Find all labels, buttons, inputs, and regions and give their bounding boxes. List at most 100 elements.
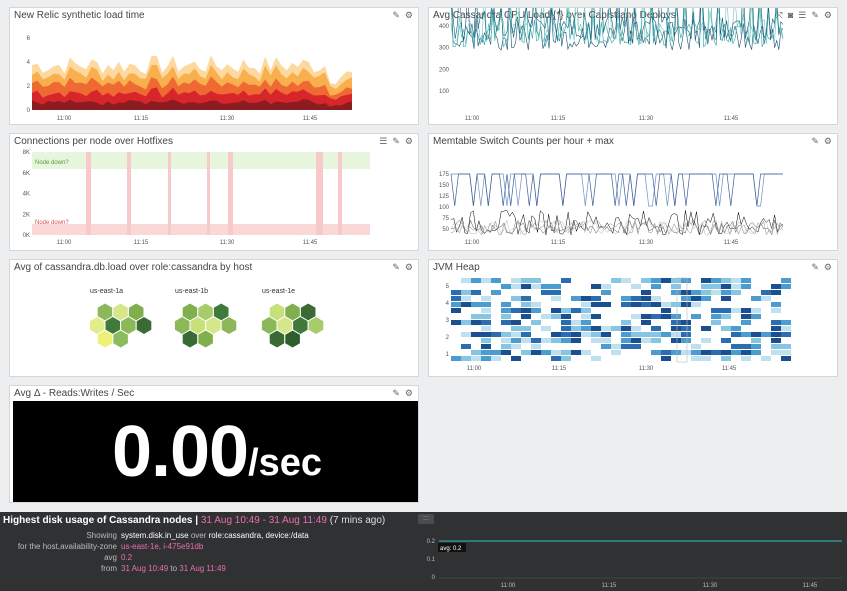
count-series-line [450,210,784,236]
y-tick-label: 400 [439,24,450,30]
heatmap-cell [681,350,691,355]
camera-icon[interactable]: ◙ [787,10,794,20]
heatmap-cell [691,290,701,295]
gear-icon[interactable]: ⚙ [404,262,413,272]
list-icon[interactable]: ☰ [798,10,807,20]
x-tick-label: 11:00 [57,240,72,246]
heatmap-cell [581,308,591,313]
gear-icon[interactable]: ⚙ [823,136,832,146]
y-tick-label: 50 [442,227,449,233]
heatmap-cell [481,332,491,337]
expand-icon[interactable]: ⤧ [775,10,783,20]
widget-title: Memtable Switch Counts per hour + max [433,136,614,147]
gear-icon[interactable]: ⚙ [404,136,413,146]
heatmap-cell [451,356,461,361]
heatmap-cell [741,350,751,355]
heatmap-cell [701,296,711,301]
heatmap-cell [721,350,731,355]
x-tick-label: 11:30 [639,366,654,372]
host-hex [96,329,114,349]
heatmap-cell [541,350,551,355]
gear-icon[interactable]: ⚙ [404,10,413,20]
heatmap-cell [541,338,551,343]
detail-title: Highest disk usage of Cassandra nodes | … [3,515,385,526]
heatmap-cell [651,332,661,337]
heatmap-cell [681,320,691,325]
heatmap-cell [471,278,481,283]
edit-icon[interactable]: ✎ [811,262,819,272]
heatmap-cell [771,320,781,325]
heatmap-cell [721,278,731,283]
x-tick-label: 11:00 [501,583,516,589]
heatmap-cell [551,356,561,361]
heatmap-cell [521,278,531,283]
heatmap-cell [481,320,491,325]
memtable-chart: 175 150 125 100 75 50 11:00 11:15 11:30 11:45 [439,172,784,246]
heatmap-cell [751,314,761,319]
heatmap-cell [551,350,561,355]
heatmap-cell [641,290,651,295]
node-down-label-top: Node down? [35,160,69,166]
list-icon[interactable]: ☰ [379,136,388,146]
x-tick-label: 11:30 [639,116,654,122]
edit-icon[interactable]: ✎ [392,136,400,146]
widget-title: Avg Δ - Reads:Writes / Sec [14,388,135,399]
heatmap-cell [501,332,511,337]
detail-title-text: Highest disk usage of Cassandra nodes | [3,515,199,526]
hostmap-hexes[interactable] [10,260,419,377]
edit-icon[interactable]: ✎ [392,262,400,272]
heatmap-cell [671,302,681,307]
edit-icon[interactable]: ✎ [392,10,400,20]
heatmap-cell [671,332,681,337]
y-tick-label: 6 [27,36,31,42]
query-unit: /sec [248,442,323,484]
gear-icon[interactable]: ⚙ [823,262,832,272]
heatmap-cell [631,296,641,301]
heatmap-cell [741,308,751,313]
showing-metric: system.disk.in_use [121,531,189,540]
heatmap-cell [471,332,481,337]
heatmap-cell [731,350,741,355]
x-tick-label: 11:30 [639,240,654,246]
widget-title: New Relic synthetic load time [14,10,145,21]
heatmap-cell [591,338,601,343]
heatmap-cell [491,356,501,361]
edit-icon[interactable]: ✎ [392,388,400,398]
x-tick-label: 11:00 [57,116,72,122]
widget-title: Avg of cassandra.db.load over role:cassa… [14,262,253,273]
heatmap-cell [601,344,611,349]
edit-icon[interactable]: ✎ [811,10,819,20]
heatmap-cell [521,302,531,307]
heatmap-cell [751,308,761,313]
heatmap-cell [781,320,791,325]
gear-icon[interactable]: ⚙ [823,10,832,20]
heatmap-cell [571,350,581,355]
heatmap-cell [491,332,501,337]
drag-handle[interactable]: ::: [418,514,434,524]
x-tick-label: 11:15 [134,116,149,122]
hotfix-marker [316,152,323,235]
heatmap-cell [451,290,461,295]
heatmap-cell [551,284,561,289]
heatmap-cell [631,332,641,337]
heatmap-cell [721,356,731,361]
heatmap-cell [771,332,781,337]
heatmap-cell [711,350,721,355]
count-series-line [450,219,784,236]
x-tick-label: 11:00 [465,116,480,122]
heatmap-cell [591,326,601,331]
heatmap-cell [481,278,491,283]
edit-icon[interactable]: ✎ [811,136,819,146]
heatmap-cell [741,332,751,337]
count-series-line [450,219,784,236]
tooltip-box [438,543,466,552]
hotfix-marker [168,152,171,235]
heatmap-cell [731,344,741,349]
heatmap-cell [781,326,791,331]
heatmap-cell [691,314,701,319]
heatmap-cell [531,302,541,307]
gear-icon[interactable]: ⚙ [404,388,413,398]
heatmap-cell [731,290,741,295]
heatmap-cell [701,290,711,295]
hotfix-marker [228,152,233,235]
